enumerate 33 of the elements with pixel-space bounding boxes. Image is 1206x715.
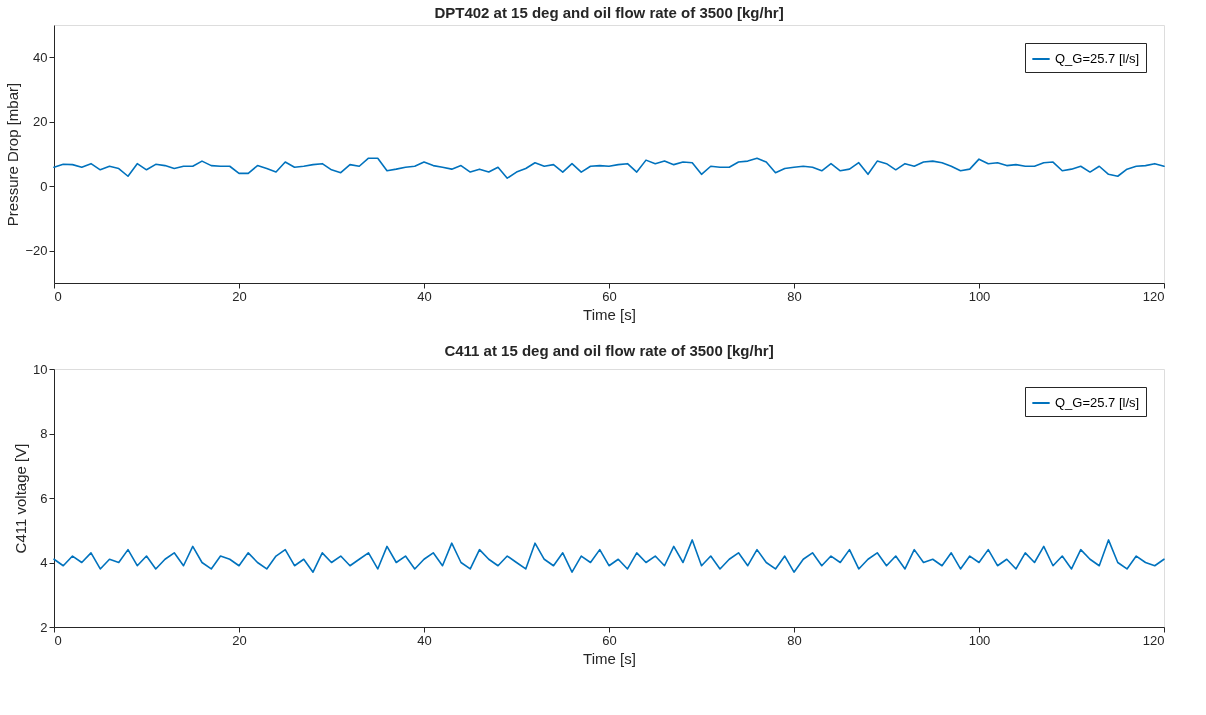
x-tick-label: 20 (232, 632, 247, 648)
x-tick-label: 40 (417, 632, 432, 648)
line-series (53, 157, 1165, 179)
x-tick-label: 20 (232, 288, 247, 304)
y-axis-title: C411 voltage [V] (12, 443, 30, 554)
x-tick-label: 60 (602, 632, 617, 648)
x-tick-label: 60 (602, 288, 617, 304)
y-tick-label: 2 (40, 619, 48, 635)
x-axis-title: Time [s] (583, 305, 636, 323)
x-tick-label: 80 (787, 632, 802, 648)
chart-title: C411 at 15 deg and oil flow rate of 3500 [kg/hr] (444, 342, 774, 359)
y-tick-label: 8 (40, 426, 48, 441)
legend-label: Q_G=25.7 [l/s] (1055, 395, 1140, 410)
x-tick-label: 120 (1142, 632, 1165, 648)
y-axis-title: Pressure Drop [mbar] (4, 82, 22, 227)
chart-title: DPT402 at 15 deg and oil flow rate of 3500 [kg/hr] (434, 4, 784, 21)
x-tick-label: 120 (1142, 288, 1165, 304)
x-tick-label: 100 (968, 632, 991, 648)
legend-label: Q_G=25.7 [l/s] (1055, 51, 1140, 66)
x-tick-label: 40 (417, 288, 432, 304)
y-tick-label: 10 (33, 361, 48, 377)
x-tick-label: 100 (968, 288, 991, 304)
y-tick-label: 0 (40, 178, 48, 194)
x-tick-label: 0 (54, 288, 62, 304)
y-tick-label: 20 (33, 114, 48, 130)
x-tick-label: 0 (54, 632, 62, 648)
y-tick-label: 40 (33, 49, 48, 65)
y-tick-label: 4 (40, 555, 48, 570)
x-axis-title: Time [s] (583, 649, 636, 667)
x-tick-label: 80 (787, 288, 802, 304)
y-tick-label: −20 (25, 243, 48, 259)
y-tick-label: 6 (40, 490, 48, 506)
line-series (53, 539, 1165, 573)
